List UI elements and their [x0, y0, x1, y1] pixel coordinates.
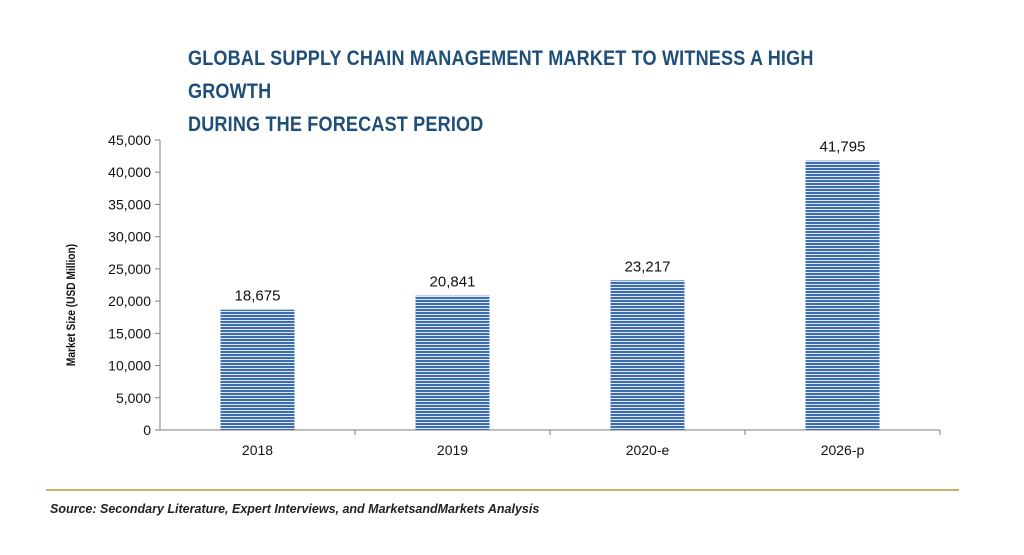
x-tick-label: 2020-e — [626, 442, 670, 458]
data-label: 18,675 — [235, 288, 281, 305]
y-tick-label: 20,000 — [108, 293, 151, 309]
bar-2019 — [415, 295, 490, 430]
bar-2020-e — [610, 280, 685, 430]
y-tick-label: 35,000 — [108, 196, 151, 212]
bar-2018 — [220, 309, 295, 430]
y-tick-label: 25,000 — [108, 261, 151, 277]
y-tick-label: 40,000 — [108, 164, 151, 180]
x-tick-label: 2026-p — [821, 442, 865, 458]
x-tick-label: 2018 — [242, 442, 273, 458]
y-tick-label: 0 — [143, 422, 151, 438]
y-axis-title: Market Size (USD Million) — [65, 244, 78, 367]
source-note: Source: Secondary Literature, Expert Int… — [50, 502, 540, 516]
y-tick-label: 30,000 — [108, 229, 151, 245]
chart-title-line-1: GLOBAL SUPPLY CHAIN MANAGEMENT MARKET TO… — [188, 47, 814, 103]
footer-rule — [46, 489, 959, 491]
y-tick-label: 10,000 — [108, 358, 151, 374]
data-label: 20,841 — [430, 274, 476, 291]
data-label: 41,795 — [820, 139, 866, 156]
chart-title-line-2: DURING THE FORECAST PERIOD — [188, 113, 484, 136]
x-tick-label: 2019 — [437, 442, 468, 458]
y-tick-label: 15,000 — [108, 325, 151, 341]
y-tick-label: 45,000 — [108, 132, 151, 148]
y-tick-label: 5,000 — [116, 390, 151, 406]
bar-2026-p — [805, 160, 880, 430]
data-label: 23,217 — [625, 258, 671, 275]
chart-title: GLOBAL SUPPLY CHAIN MANAGEMENT MARKET TO… — [188, 42, 876, 141]
